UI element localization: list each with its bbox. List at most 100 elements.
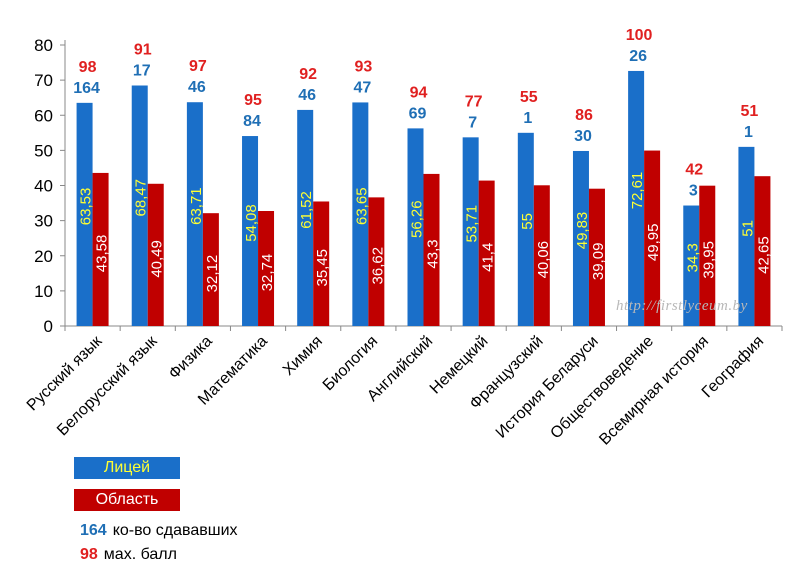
watermark: http://firstlyceum.by (616, 298, 748, 314)
y-tick-label: 20 (34, 247, 53, 266)
value-label-lyceum: 68,47 (133, 179, 150, 217)
value-label-region: 43,3 (425, 239, 442, 268)
bar-lyceum (628, 70, 645, 327)
value-label-lyceum: 63,53 (78, 188, 95, 226)
value-label-lyceum: 34,3 (684, 243, 701, 272)
bar-lyceum (131, 85, 148, 327)
value-label-region: 39,95 (700, 241, 717, 279)
max-score-label: 51 (741, 103, 759, 120)
bar-region (368, 197, 385, 326)
participants-label: 47 (353, 79, 371, 96)
y-tick-label: 70 (34, 71, 53, 90)
legend-lyceum-label: Лицей (103, 459, 151, 476)
value-label-lyceum: 63,71 (188, 187, 205, 225)
value-label-region: 40,06 (535, 241, 552, 279)
y-tick-label: 30 (34, 212, 53, 231)
bar-region (588, 188, 605, 326)
max-score-note: 98 мах. балл (80, 546, 177, 564)
legend-lyceum-swatch (74, 457, 180, 479)
value-label-lyceum: 63,65 (353, 187, 370, 225)
y-tick-label: 10 (34, 282, 53, 301)
participants-label: 17 (133, 62, 151, 79)
value-label-region: 35,45 (314, 249, 331, 287)
value-label-lyceum: 51 (739, 220, 756, 237)
max-score-label: 100 (626, 27, 653, 44)
value-label-region: 32,12 (204, 255, 221, 293)
participants-note-label: ко-во сдававших (112, 522, 238, 539)
bar-region (258, 211, 275, 326)
max-score-label: 91 (134, 41, 152, 58)
max-score-label: 77 (465, 93, 483, 110)
value-label-lyceum: 61,52 (298, 191, 315, 229)
y-tick-label: 50 (34, 141, 53, 160)
bar-region (313, 201, 330, 326)
bar-region (754, 176, 771, 326)
bar-lyceum (242, 136, 259, 326)
max-score-note-number: 98 (80, 546, 98, 563)
bar-region (92, 172, 109, 326)
participants-label: 1 (523, 110, 532, 127)
bar-lyceum (407, 128, 424, 326)
participants-label: 3 (689, 183, 698, 200)
value-label-region: 36,62 (369, 247, 386, 285)
value-label-region: 43,58 (94, 235, 111, 273)
value-label-region: 32,74 (259, 254, 276, 292)
participants-note-number: 164 (80, 522, 107, 539)
participants-label: 46 (188, 79, 206, 96)
bar-region (533, 185, 550, 326)
bar-region (644, 150, 661, 326)
participants-label: 84 (243, 113, 261, 130)
max-score-label: 86 (575, 107, 593, 124)
category-label: История Беларуси (493, 333, 602, 442)
max-score-label: 92 (299, 66, 317, 83)
max-score-label: 42 (685, 162, 703, 179)
participants-label: 30 (574, 128, 592, 145)
max-score-label: 94 (410, 84, 428, 101)
legend-region-label: Область (95, 491, 159, 508)
bar-lyceum (683, 205, 700, 326)
max-score-label: 93 (354, 58, 372, 75)
value-label-region: 49,95 (645, 224, 662, 262)
participants-label: 164 (73, 80, 100, 97)
participants-label: 69 (409, 105, 427, 122)
bar-lyceum (76, 102, 93, 326)
max-score-label: 95 (244, 92, 262, 109)
participants-label: 7 (468, 114, 477, 131)
legend-lyceum: Лицей (74, 457, 180, 479)
category-label: Химия (280, 333, 326, 379)
bar-region (699, 185, 716, 326)
value-label-lyceum: 54,08 (243, 204, 260, 242)
category-label: Физика (166, 333, 216, 383)
legend-region-swatch (74, 489, 180, 511)
bar-lyceum (738, 146, 755, 326)
value-label-lyceum: 53,71 (464, 205, 481, 243)
value-label-region: 41,4 (480, 243, 497, 272)
y-tick-label: 80 (34, 36, 53, 55)
bar-region (478, 180, 495, 326)
max-score-note-label: мах. балл (103, 546, 177, 563)
participants-label: 26 (629, 48, 647, 65)
bar-lyceum (186, 102, 203, 326)
value-label-region: 39,09 (590, 243, 607, 281)
bar-region (423, 173, 440, 326)
participants-note: 164 ко-во сдававших (80, 522, 238, 540)
max-score-label: 55 (520, 89, 538, 106)
value-label-lyceum: 72,61 (629, 172, 646, 210)
value-label-lyceum: 49,83 (574, 212, 591, 250)
value-label-region: 42,65 (755, 236, 772, 274)
y-tick-label: 40 (34, 177, 53, 196)
bar-lyceum (352, 102, 369, 326)
bar-region (202, 213, 219, 326)
bar-lyceum (517, 132, 534, 326)
bar-region (147, 183, 164, 326)
value-label-lyceum: 56,26 (409, 200, 426, 238)
category-label: Всемирная история (596, 333, 712, 449)
bar-lyceum (572, 150, 589, 326)
max-score-label: 98 (79, 59, 97, 76)
y-tick-label: 0 (44, 317, 53, 336)
legend-region: Область (74, 489, 180, 511)
max-score-label: 97 (189, 58, 207, 75)
value-label-lyceum: 55 (519, 213, 536, 230)
category-label: Обществоведение (547, 333, 657, 443)
